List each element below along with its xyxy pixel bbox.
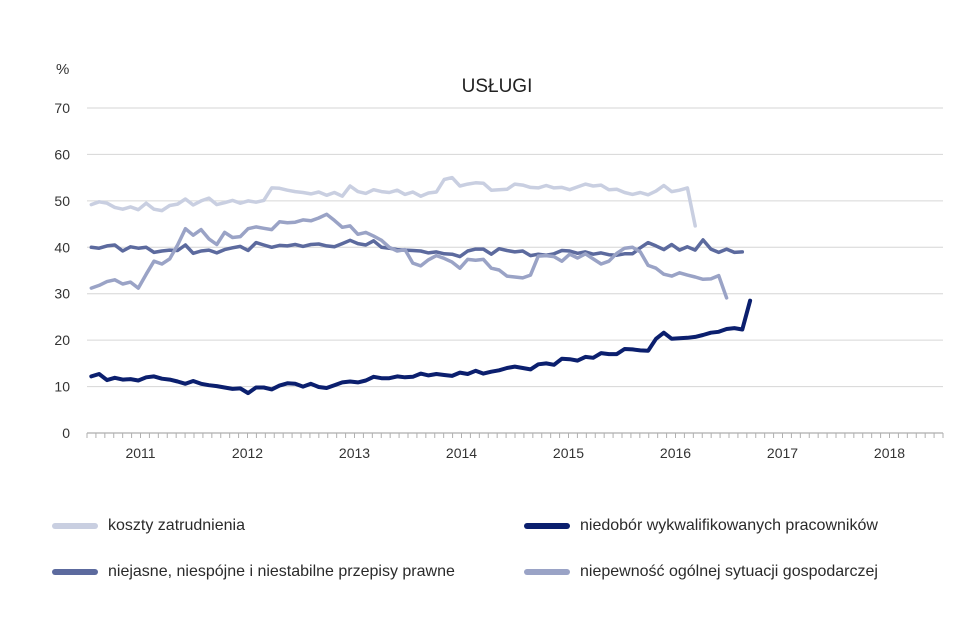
y-tick-label: 0 xyxy=(62,425,70,441)
x-tick-label: 2016 xyxy=(660,445,691,461)
y-tick-label: 50 xyxy=(54,193,70,209)
x-tick-label: 2013 xyxy=(339,445,370,461)
x-tick-label: 2018 xyxy=(874,445,905,461)
x-tick-label: 2011 xyxy=(125,445,155,461)
chart-title: USŁUGI xyxy=(462,76,533,97)
legend-label: koszty zatrudnienia xyxy=(108,517,245,534)
legend-item-koszty-zatrudnienia: koszty zatrudnienia xyxy=(52,517,245,535)
y-axis-ticks: 0 10 20 30 40 50 60 70 xyxy=(54,100,70,441)
y-axis-unit-label: % xyxy=(56,61,69,78)
series-line-2 xyxy=(89,298,753,396)
legend-item-niedobor: niedobór wykwalifikowanych pracowników xyxy=(524,517,878,535)
legend-swatch xyxy=(524,569,570,575)
legend-label: niepewność ogólnej sytuacji gospodarczej xyxy=(580,563,878,580)
legend-swatch xyxy=(52,523,98,529)
x-tick-label: 2014 xyxy=(446,445,477,461)
y-tick-label: 20 xyxy=(54,332,70,348)
y-tick-label: 10 xyxy=(54,379,70,395)
x-tick-label: 2017 xyxy=(767,445,798,461)
legend-swatch xyxy=(524,523,570,529)
series-lines xyxy=(89,175,753,396)
y-tick-label: 30 xyxy=(54,286,70,302)
x-tick-label: 2015 xyxy=(553,445,584,461)
legend-item-niepewnosc: niepewność ogólnej sytuacji gospodarczej xyxy=(524,563,878,581)
series-line-1 xyxy=(89,175,697,228)
y-tick-label: 60 xyxy=(54,146,70,162)
y-tick-label: 40 xyxy=(54,239,70,255)
legend-label: niedobór wykwalifikowanych pracowników xyxy=(580,517,878,534)
y-tick-label: 70 xyxy=(54,100,70,116)
series-line-3 xyxy=(89,238,745,259)
x-tick-label: 2012 xyxy=(232,445,263,461)
legend-label: niejasne, niespójne i niestabilne przepi… xyxy=(108,563,455,580)
x-axis-ticks: 2011 2012 2013 2014 2015 2016 2017 2018 xyxy=(86,433,944,461)
legend-swatch xyxy=(52,569,98,575)
series-line-4 xyxy=(89,212,729,300)
legend-item-przepisy: niejasne, niespójne i niestabilne przepi… xyxy=(52,563,455,581)
